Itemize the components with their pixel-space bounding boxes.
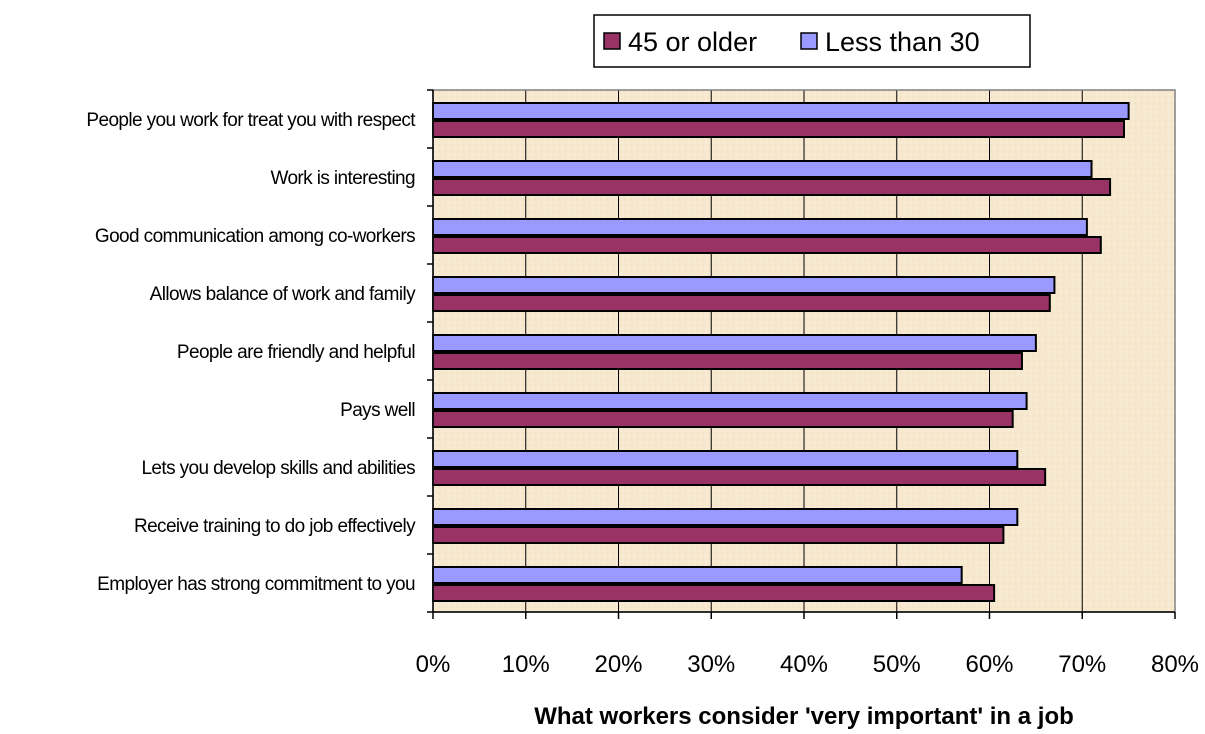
category-label: Employer has strong commitment to you <box>97 574 415 595</box>
bar-45-or-older <box>432 526 1005 544</box>
category-label: Work is interesting <box>270 168 415 189</box>
x-tick-label: 50% <box>873 651 921 678</box>
bar-less-than-30 <box>432 218 1088 236</box>
x-tick-label: 70% <box>1058 651 1106 678</box>
bar-less-than-30 <box>432 392 1028 410</box>
x-tick-label: 20% <box>594 651 642 678</box>
category-label: Lets you develop skills and abilities <box>141 458 415 479</box>
bar-45-or-older <box>432 294 1051 312</box>
x-tick-label: 0% <box>416 651 451 678</box>
bar-less-than-30 <box>432 276 1056 294</box>
x-tick-label: 30% <box>687 651 735 678</box>
bar-less-than-30 <box>432 508 1019 526</box>
bar-45-or-older <box>432 236 1102 254</box>
bars <box>432 102 1130 602</box>
bar-45-or-older <box>432 120 1125 138</box>
bar-45-or-older <box>432 410 1014 428</box>
bar-less-than-30 <box>432 102 1130 120</box>
legend: 45 or older Less than 30 <box>593 14 1031 68</box>
category-label: Receive training to do job effectively <box>134 516 416 537</box>
category-label: Allows balance of work and family <box>150 284 416 305</box>
category-label: Good communication among co-workers <box>95 226 415 247</box>
legend-swatch <box>800 32 818 50</box>
bar-45-or-older <box>432 468 1047 486</box>
bar-45-or-older <box>432 584 996 602</box>
category-label: Pays well <box>340 400 415 421</box>
legend-swatch <box>603 32 621 50</box>
legend-label: Less than 30 <box>825 27 980 57</box>
category-label: People you work for treat you with respe… <box>86 110 416 131</box>
category-label: People are friendly and helpful <box>177 342 415 363</box>
x-axis-title: What workers consider 'very important' i… <box>534 703 1074 730</box>
category-labels: People you work for treat you with respe… <box>86 110 417 595</box>
x-tick-label: 60% <box>965 651 1013 678</box>
bar-less-than-30 <box>432 566 963 584</box>
bar-45-or-older <box>432 178 1112 196</box>
x-tick-label: 10% <box>502 651 550 678</box>
x-tick-label: 40% <box>780 651 828 678</box>
x-tick-label: 80% <box>1151 651 1199 678</box>
bar-less-than-30 <box>432 334 1037 352</box>
bar-less-than-30 <box>432 450 1019 468</box>
legend-label: 45 or older <box>628 27 757 57</box>
bar-less-than-30 <box>432 160 1093 178</box>
bar-45-or-older <box>432 352 1023 370</box>
x-tick-labels: 0% 10% 20% 30% 40% 50% 60% 70% 80% <box>416 651 1199 678</box>
axes <box>427 89 1176 619</box>
